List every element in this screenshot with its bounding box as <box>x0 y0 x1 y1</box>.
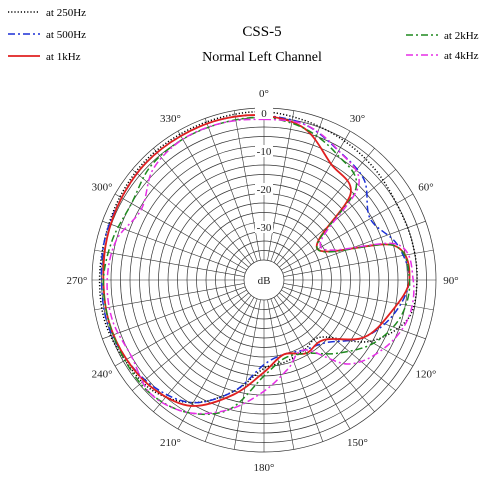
grid-spoke <box>279 292 396 391</box>
angle-tick-label: 270° <box>67 275 88 287</box>
legend-label: at 4kHz <box>444 50 479 62</box>
grid-spoke <box>94 249 245 277</box>
grid-spoke <box>270 298 324 442</box>
polar-grid <box>91 107 437 453</box>
radial-tick-label-bg <box>255 107 273 119</box>
radial-tick-label-bg <box>255 183 273 195</box>
grid-spoke <box>283 249 434 277</box>
grid-spoke <box>276 295 375 412</box>
grid-spoke <box>153 148 252 265</box>
grid-spoke <box>281 193 414 271</box>
radial-unit-label: dB <box>258 275 271 287</box>
grid-spoke <box>102 220 246 274</box>
angle-tick-label: 30° <box>350 113 365 125</box>
grid-spoke <box>204 118 258 262</box>
radial-tick-label: 0 <box>261 108 267 120</box>
angle-tick-label: 210° <box>160 437 181 449</box>
angle-tick-label: 120° <box>415 369 436 381</box>
angle-tick-label: 330° <box>160 113 181 125</box>
grid-spoke <box>267 110 295 261</box>
legend-label: at 1kHz <box>46 51 81 63</box>
chart-title: CSS-5 <box>242 24 281 40</box>
series-line-4 <box>102 116 411 416</box>
tick-labels: 0 -10 -20 -30 dB 0° 30° 60° 90° 120° 150° 180° 210° 2… <box>67 88 459 474</box>
radial-tick-label-bg <box>255 145 273 157</box>
grid-spoke <box>273 130 351 263</box>
angle-tick-label: 300° <box>92 182 113 194</box>
legend: at 250Hz at 500Hz at 1kHz at 2kHz at 4kHz <box>8 7 479 63</box>
grid-spoke <box>233 110 261 261</box>
chart-subtitle: Normal Left Channel <box>202 50 322 65</box>
legend-label: at 500Hz <box>46 29 86 41</box>
angle-tick-label: 150° <box>347 437 368 449</box>
angle-tick-label: 0° <box>259 88 269 100</box>
grid-spoke <box>132 169 249 268</box>
legend-label: at 250Hz <box>46 7 86 19</box>
series-line-2 <box>100 114 411 404</box>
series-line-5 <box>106 118 415 415</box>
angle-tick-label: 180° <box>254 462 275 474</box>
grid-spoke <box>153 295 252 412</box>
radial-tick-label: -30 <box>257 222 272 234</box>
series-group <box>98 110 418 416</box>
grid-spoke <box>102 286 246 340</box>
angle-tick-label: 90° <box>443 275 458 287</box>
grid-spoke <box>204 298 258 442</box>
grid-spoke <box>94 283 245 311</box>
grid-spoke <box>132 292 249 391</box>
grid-spoke <box>279 169 396 268</box>
radial-tick-label: -20 <box>257 184 272 196</box>
radial-tick-label: -10 <box>257 146 272 158</box>
angle-tick-label: 60° <box>418 182 433 194</box>
grid-spoke <box>283 283 434 311</box>
grid-spoke <box>267 299 295 450</box>
grid-spoke <box>282 286 426 340</box>
grid-spoke <box>177 297 255 430</box>
grid-spoke <box>282 220 426 274</box>
grid-spoke <box>177 130 255 263</box>
radial-tick-label-bg <box>255 221 273 233</box>
series-line-3 <box>102 114 411 407</box>
grid-spoke <box>114 289 247 367</box>
grid-spoke <box>273 297 351 430</box>
grid-spoke <box>281 289 414 367</box>
angle-tick-label: 240° <box>92 369 113 381</box>
grid-spoke <box>114 193 247 271</box>
grid-spoke <box>270 118 324 262</box>
legend-label: at 2kHz <box>444 30 479 42</box>
grid-spoke <box>276 148 375 265</box>
unit-label-bg <box>255 272 273 286</box>
grid-spoke <box>233 299 261 450</box>
